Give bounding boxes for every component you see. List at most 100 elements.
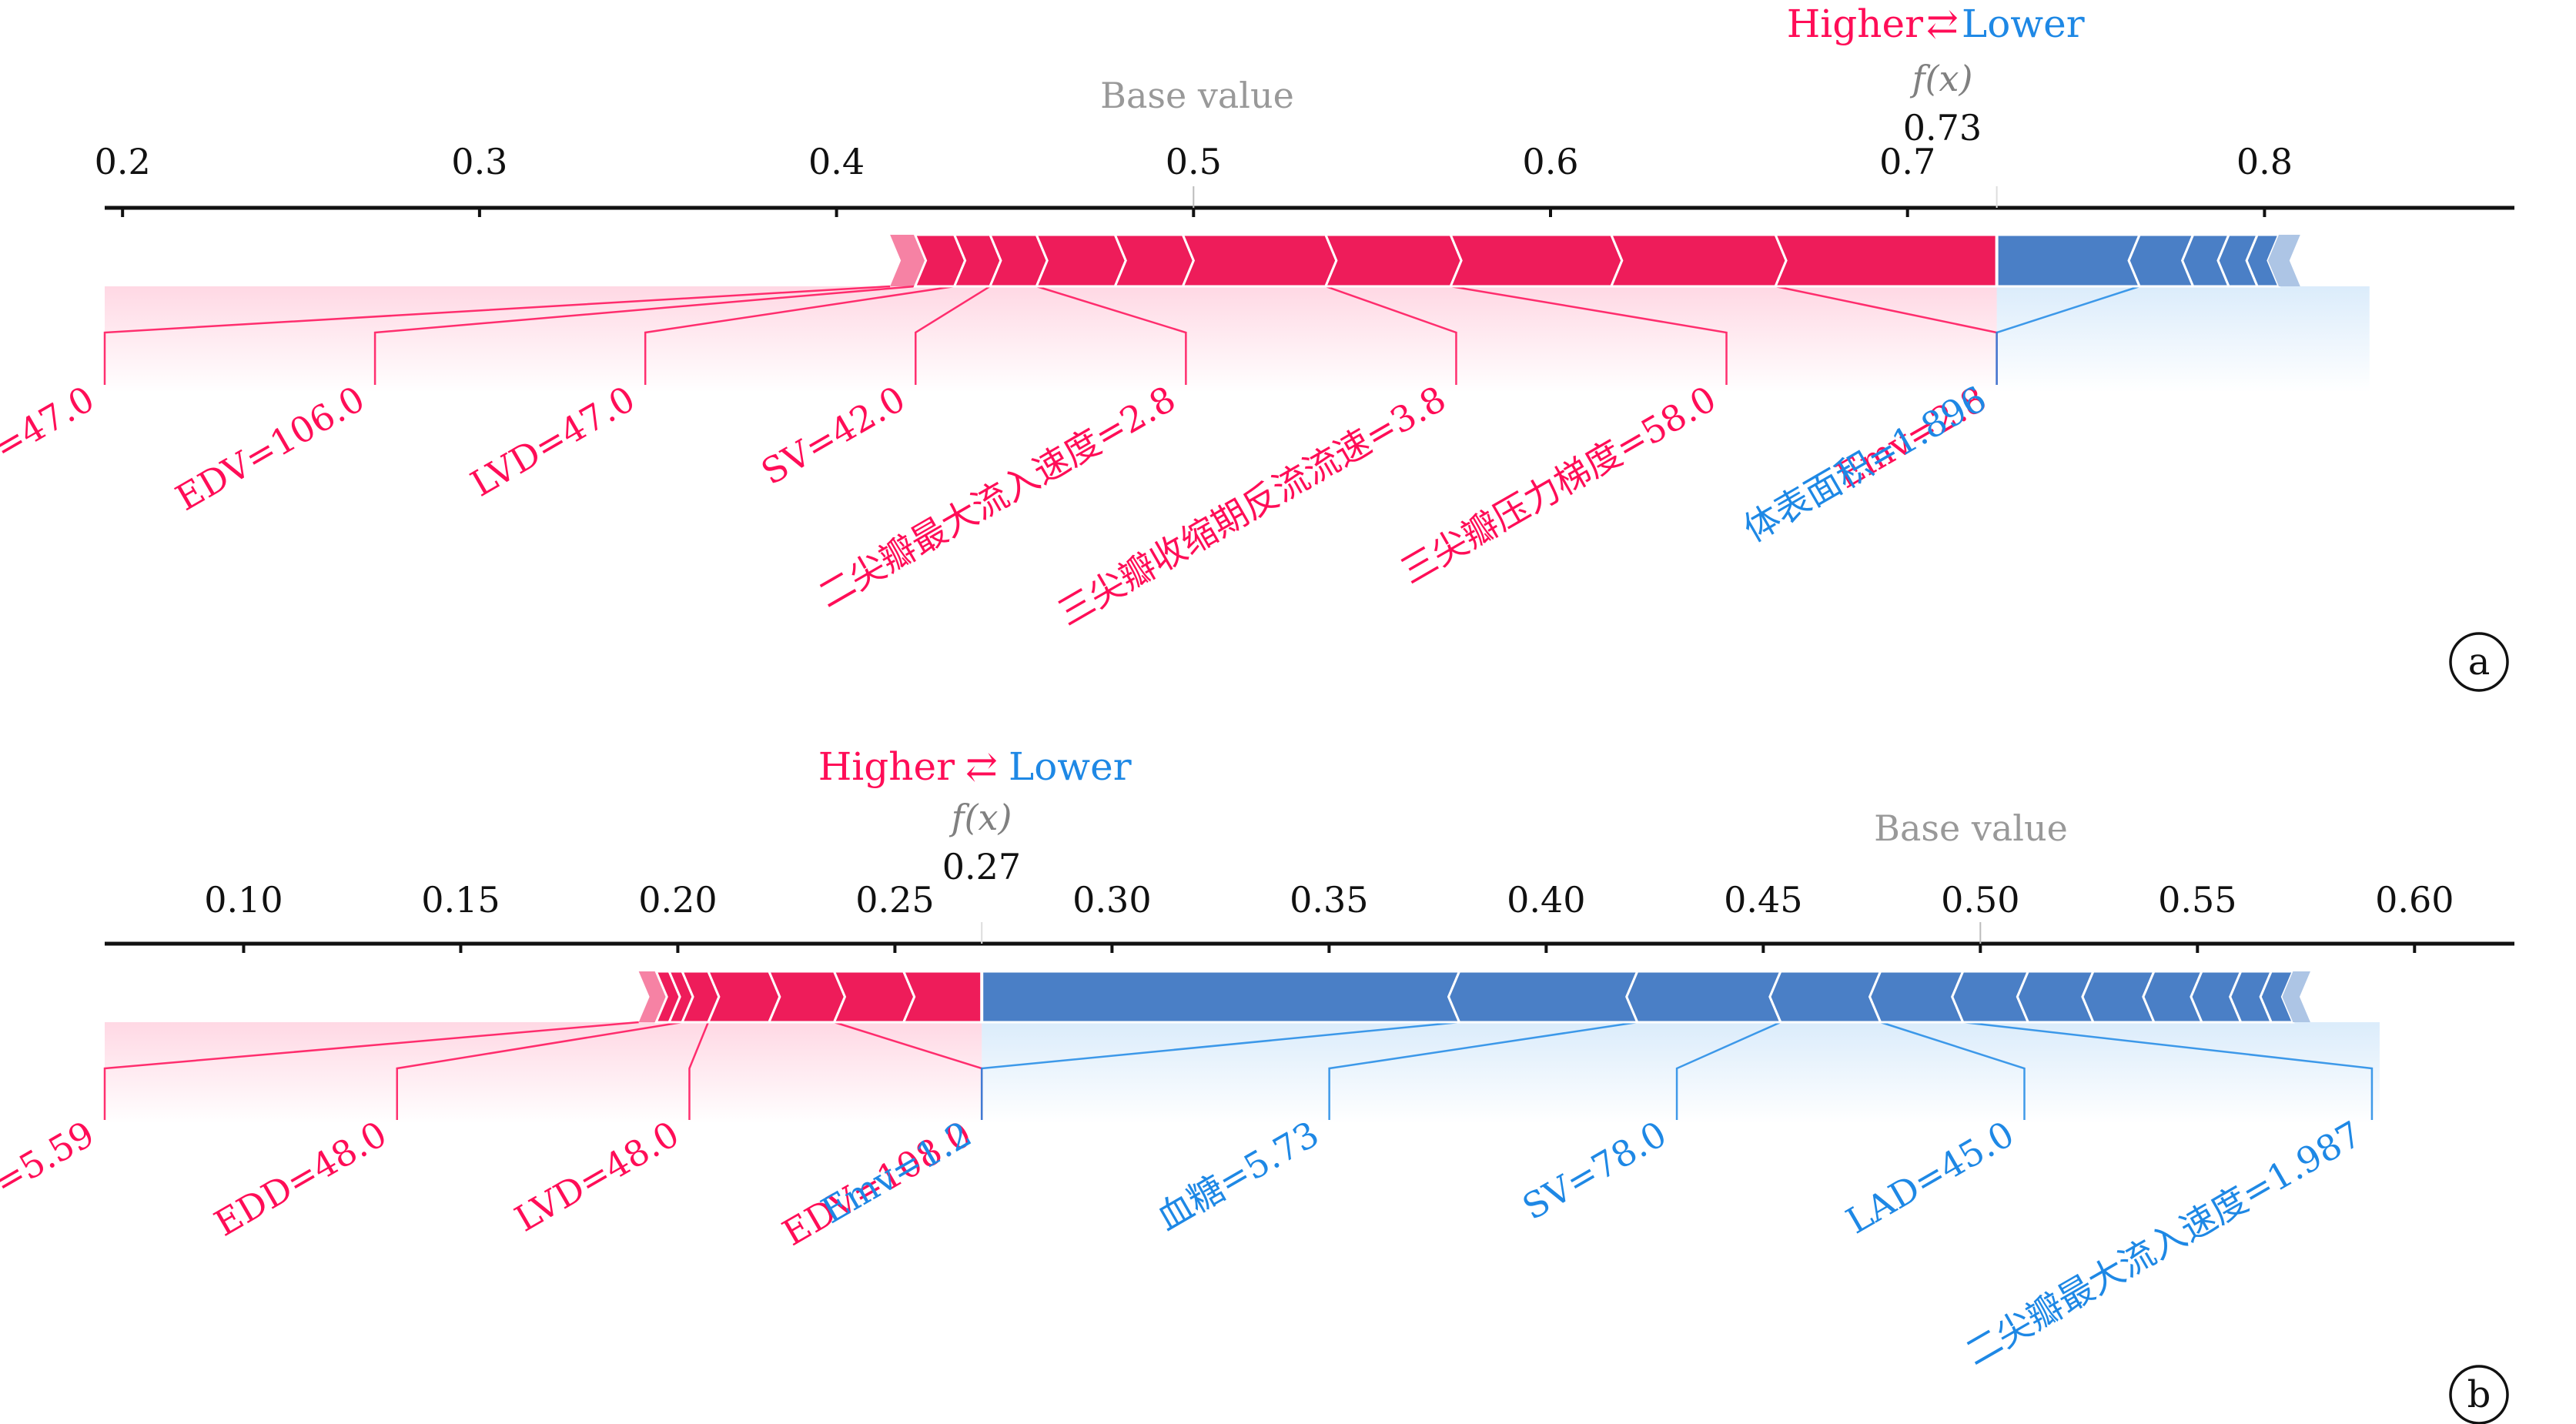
negative-force-segment	[2259, 970, 2295, 1024]
feature-connector	[644, 285, 955, 385]
x-tick-label: 0.30	[1072, 879, 1151, 921]
negative-band	[1996, 286, 2370, 393]
feature-connectors	[103, 1021, 2374, 1120]
positive-force-segment	[767, 970, 847, 1024]
feature-label: LVD=47.0	[463, 378, 642, 505]
negative-force-segment	[2245, 233, 2281, 288]
feature-label: SV=78.0	[1515, 1113, 1673, 1228]
negative-force-segment	[1625, 970, 1783, 1024]
positive-band	[105, 286, 1997, 393]
feature-connector	[103, 1021, 639, 1120]
feature-connector	[688, 1021, 710, 1120]
feature-label: LVD=48.0	[507, 1113, 686, 1240]
feature-label: EDD=48.0	[207, 1113, 393, 1245]
x-tick-label: 0.35	[1290, 879, 1368, 921]
feature-label: EDD=47.0	[0, 378, 101, 510]
feature-label: Emv=1.2	[815, 1113, 979, 1232]
tick-labels: 0.10 0.15 0.20 0.25 0.30 0.35 0.40 0.45 0.50 0.55…	[204, 879, 2454, 921]
feature-label: 总胆固醇=5.59	[0, 1113, 102, 1274]
positive-force-segment	[1181, 233, 1338, 288]
x-tick-label: 0.5	[1166, 141, 1222, 182]
feature-connector	[396, 1021, 683, 1120]
positive-force-segment	[638, 971, 667, 1022]
positive-force-segment	[1609, 233, 1788, 288]
x-tick-label: 0.10	[204, 879, 283, 921]
negative-force-segment	[1447, 970, 1640, 1024]
x-tick-label: 0.4	[808, 141, 865, 182]
feature-connector	[915, 285, 991, 385]
feature-connector	[1675, 1021, 1781, 1120]
legend-swap-arrow-icon: ⇄	[965, 744, 998, 789]
feature-label: 血糖=5.73	[1149, 1113, 1326, 1238]
x-tick-label: 0.20	[638, 879, 717, 921]
force-plot-panel-b: Higher ⇄ Lower f(x) 0.27 Base value 0.10…	[0, 744, 2514, 1424]
base-value-label: Base value	[1874, 807, 2068, 849]
negative-force-segment	[980, 970, 1461, 1024]
force-bars	[890, 233, 2300, 288]
x-tick-label: 0.40	[1507, 879, 1585, 921]
positive-force-segment	[1448, 233, 1624, 288]
negative-force-segment	[1996, 233, 2142, 288]
x-tick-label: 0.2	[95, 141, 151, 182]
base-value-label: Base value	[1100, 75, 1294, 116]
x-tick-label: 0.15	[421, 879, 500, 921]
legend-swap-arrow-icon: ⇄	[1926, 2, 1959, 46]
feature-connector	[1962, 1021, 2374, 1120]
positive-force-segment	[1773, 233, 1999, 288]
positive-force-segment	[1323, 233, 1463, 288]
x-tick-label: 0.3	[451, 141, 507, 182]
x-tick-label: 0.8	[2236, 141, 2293, 182]
positive-force-segment	[1113, 233, 1196, 288]
panel-label-circle	[2449, 1365, 2509, 1424]
x-tick-label: 0.6	[1522, 141, 1578, 182]
feature-connector	[1035, 285, 1187, 385]
feature-connectors	[103, 285, 2140, 385]
legend-higher: Higher	[1787, 2, 1923, 46]
legend-lower: Lower	[1962, 2, 2085, 46]
feature-connector	[1880, 1021, 2026, 1120]
negative-force-segment	[2267, 235, 2300, 286]
force-plot-panel-a: Higher ⇄ Lower f(x) 0.73 Base value 0.2 0…	[0, 2, 2514, 692]
feature-label: LAD=45.0	[1839, 1113, 2021, 1242]
positive-force-segment	[832, 970, 916, 1024]
positive-force-segment	[902, 970, 983, 1024]
legend-lower: Lower	[1009, 744, 1132, 789]
feature-labels: 总胆固醇=5.59 EDD=48.0 LVD=48.0 EDV=108.0Emv=1.…	[0, 1113, 2368, 1374]
negative-force-segment	[2282, 971, 2310, 1022]
negative-force-segment	[1768, 970, 1882, 1024]
legend-higher: Higher	[818, 744, 955, 789]
negative-force-segment	[1868, 970, 1965, 1024]
positive-band	[105, 1022, 982, 1124]
output-value: 0.73	[1903, 107, 1982, 149]
feature-label: 体表面积=1.896	[1736, 378, 1993, 550]
positive-force-segment	[706, 970, 781, 1024]
output-label: f(x)	[1910, 58, 1973, 99]
feature-label: SV=42.0	[754, 378, 912, 493]
panel-label: b	[2467, 1373, 2491, 1416]
feature-label: 二尖瓣最大流入速度=1.987	[1958, 1113, 2368, 1374]
x-tick-label: 0.55	[2158, 879, 2236, 921]
x-tick-label: 0.45	[1724, 879, 1802, 921]
force-bars	[638, 970, 2310, 1024]
x-tick-label: 0.25	[855, 879, 934, 921]
axis	[105, 186, 2514, 217]
feature-label: EDV=106.0	[169, 378, 372, 519]
feature-bands	[105, 286, 2370, 393]
feature-connector	[980, 1021, 1460, 1120]
feature-labels: EDD=47.0 EDV=106.0 LVD=47.0 SV=42.0二尖瓣最大流入速…	[0, 378, 1993, 634]
x-tick-label: 0.7	[1879, 141, 1935, 182]
feature-connector	[1450, 285, 1728, 385]
x-tick-label: 0.60	[2375, 879, 2454, 921]
feature-connector	[1328, 1021, 1638, 1120]
output-label: f(x)	[949, 797, 1012, 838]
feature-connector	[1325, 285, 1457, 385]
feature-connector	[373, 285, 915, 385]
positive-force-segment	[890, 235, 926, 286]
negative-band	[982, 1022, 2380, 1124]
feature-connector	[103, 285, 891, 385]
feature-connector	[1996, 285, 2140, 385]
panel-label: a	[2468, 640, 2491, 684]
axis	[105, 922, 2514, 953]
positive-force-segment	[1035, 233, 1127, 288]
